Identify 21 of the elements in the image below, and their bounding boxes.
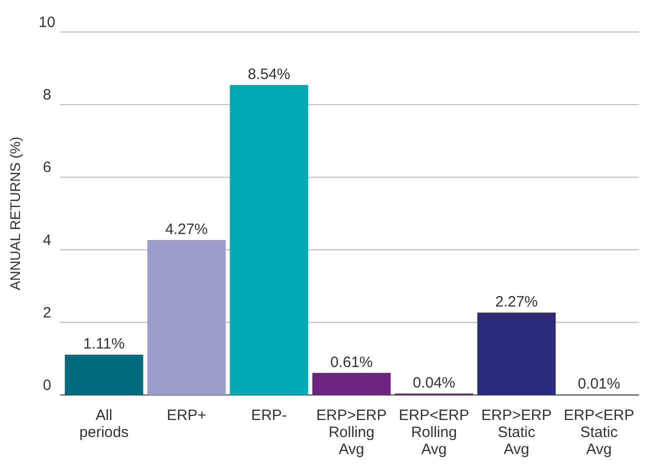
y-tick-label: 8	[42, 86, 52, 104]
data-label: 2.27%	[495, 294, 538, 311]
y-tick-label: 0	[42, 377, 52, 394]
data-label: 0.04%	[412, 374, 456, 392]
x-tick-label: ERP>ERP Static Avg	[481, 407, 552, 458]
y-axis-title: ANNUAL RETURNS (%)	[7, 136, 23, 290]
x-tick-label: ERP-	[251, 407, 287, 424]
data-label: 4.27%	[165, 221, 208, 238]
y-tick-label: 10	[38, 14, 56, 31]
y-tick-label: 2	[42, 304, 52, 322]
data-label: 8.54%	[248, 66, 290, 83]
data-label: 1.11%	[83, 336, 125, 353]
data-label: 0.61%	[330, 354, 373, 371]
x-tick-label: ERP>ERP Rolling Avg	[316, 407, 387, 458]
x-tick-label: ERP<ERP Static Avg	[564, 407, 634, 458]
x-tick-label: All periods	[79, 407, 129, 441]
y-tick-label: 6	[42, 159, 52, 176]
data-label: 0.01%	[578, 376, 620, 393]
x-tick-label: ERP<ERP Rolling Avg	[398, 407, 470, 458]
x-tick-label: ERP+	[166, 407, 207, 424]
y-tick-label: 4	[42, 232, 52, 249]
